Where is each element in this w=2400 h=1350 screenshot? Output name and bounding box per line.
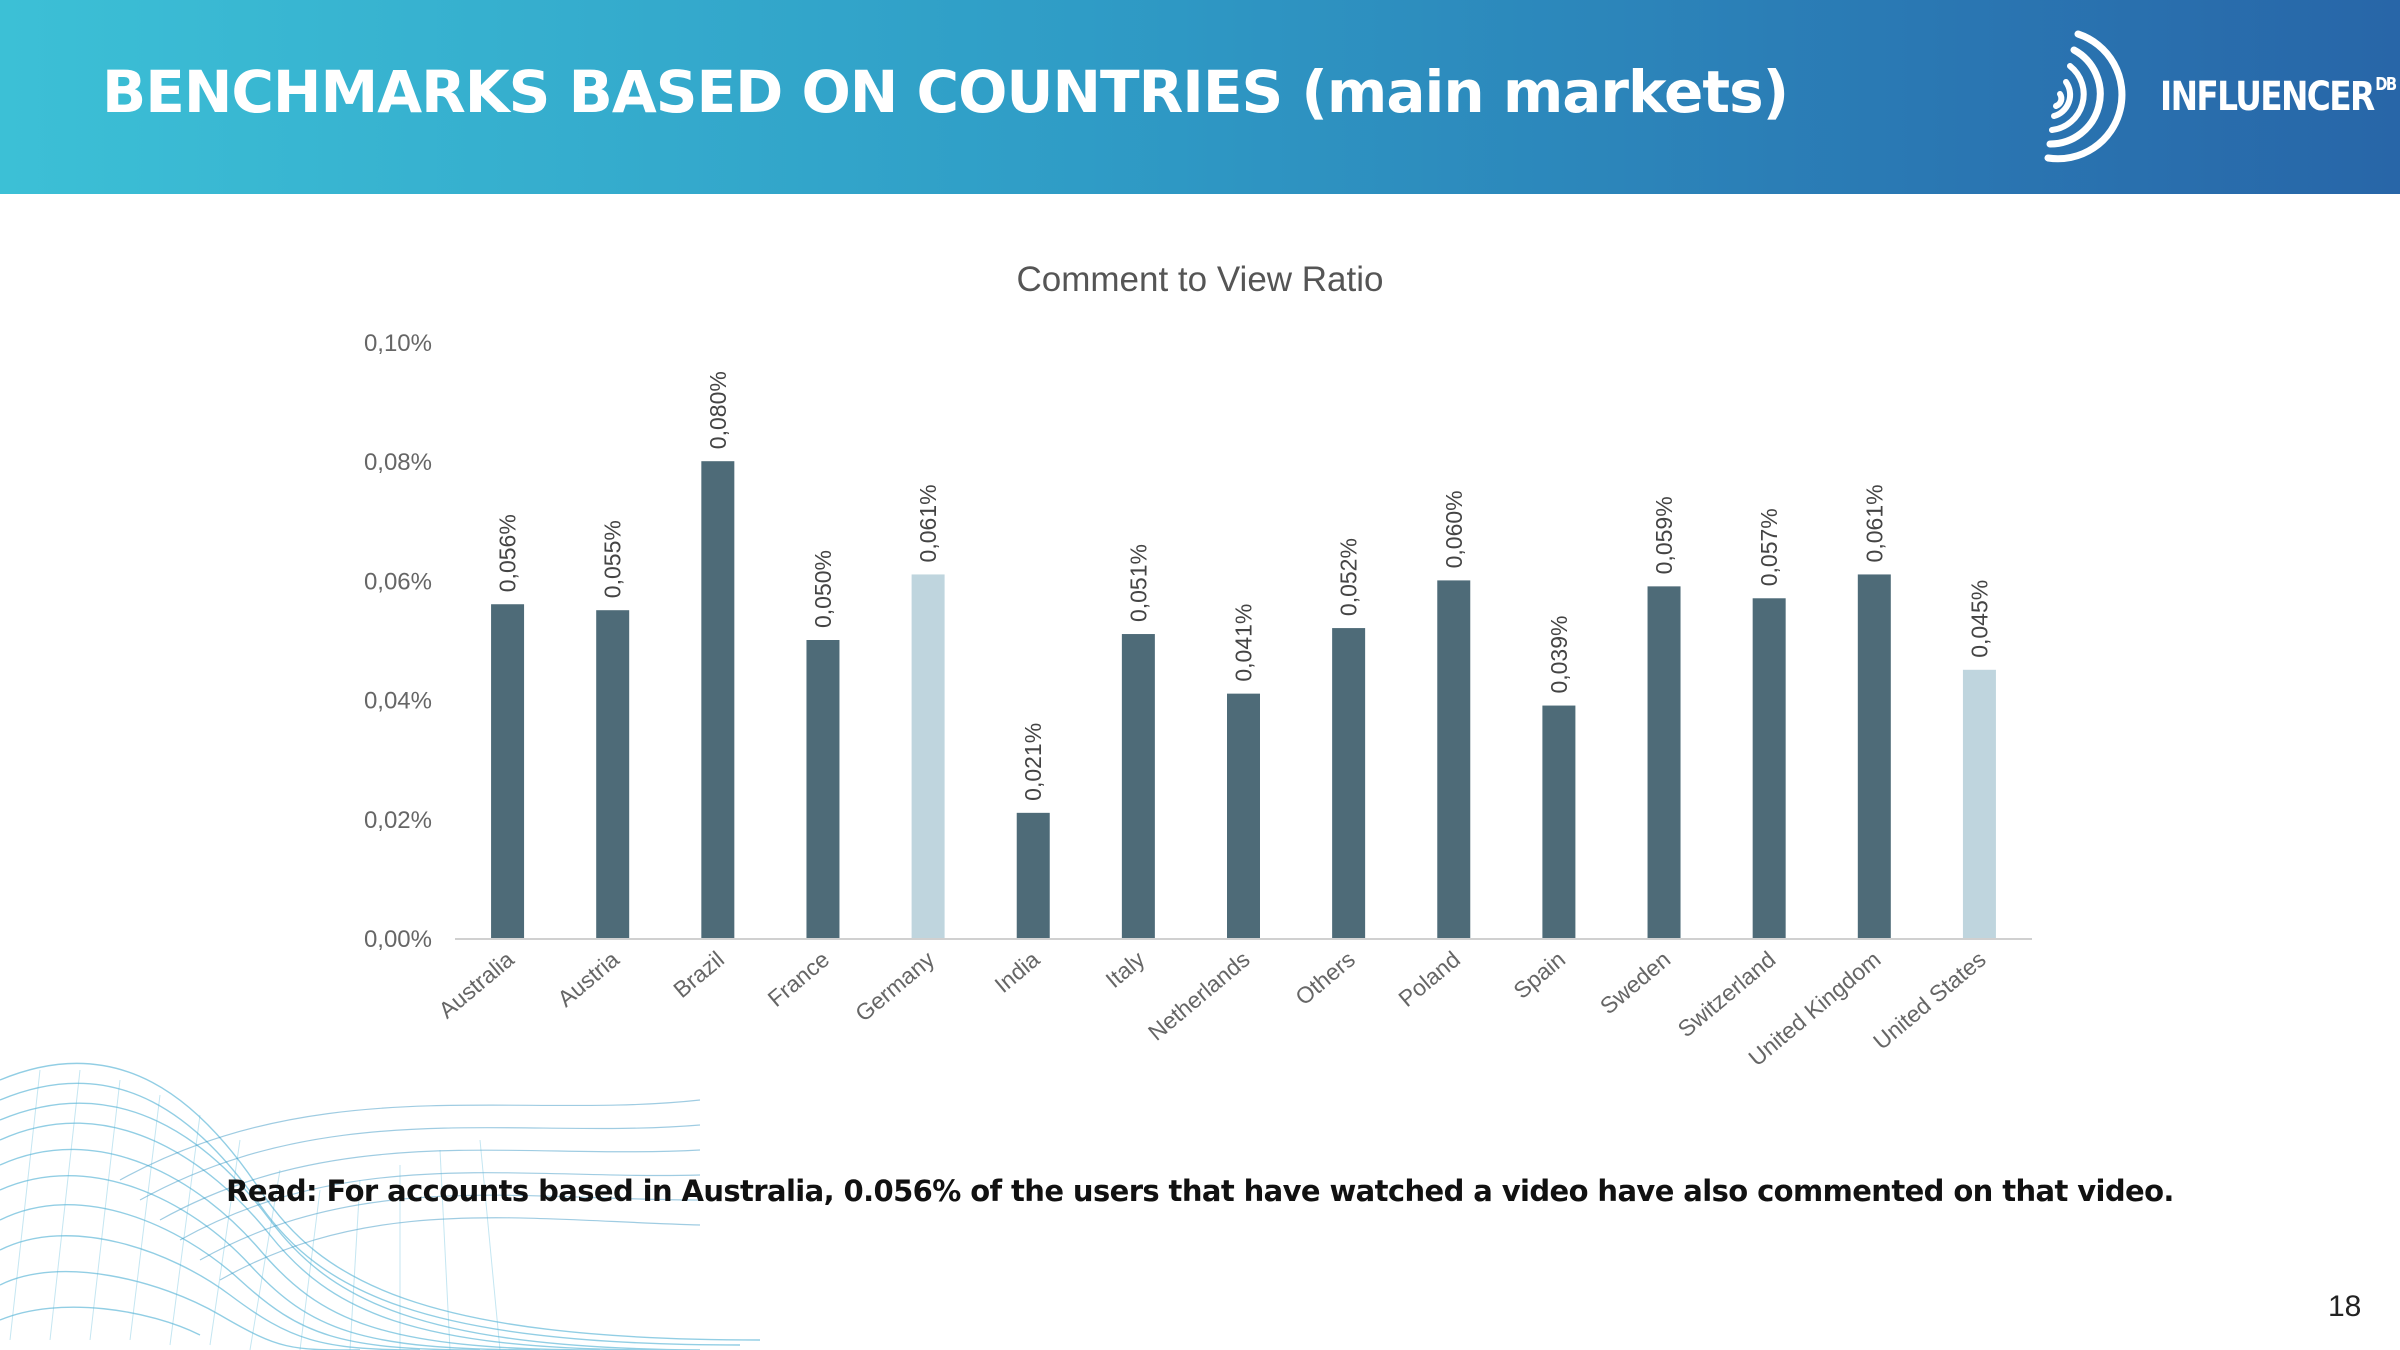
y-tick-label: 0,02% xyxy=(364,807,432,834)
bar-sweden xyxy=(1647,586,1681,938)
page-title: BENCHMARKS BASED ON COUNTRIES (main mark… xyxy=(102,58,1789,126)
bar-switzerland xyxy=(1752,598,1786,938)
concentric-arcs-icon xyxy=(2044,30,2126,163)
read-note: Read: For accounts based in Australia, 0… xyxy=(226,1174,2174,1208)
y-tick-label: 0,06% xyxy=(364,568,432,595)
data-label: 0,039% xyxy=(1546,616,1572,694)
y-tick-label: 0,00% xyxy=(364,926,432,953)
x-axis-labels: Australia Austria Brazil France Germany India… xyxy=(434,946,1991,1071)
x-tick-label: Sweden xyxy=(1595,946,1675,1019)
mesh-wave-decoration xyxy=(0,1062,760,1350)
bar-netherlands xyxy=(1227,693,1260,938)
logo-wordmark: INFLUENCERDB xyxy=(2160,74,2397,120)
data-label: 0,059% xyxy=(1651,496,1677,574)
data-label: 0,080% xyxy=(705,371,731,449)
bar-italy xyxy=(1121,634,1155,938)
x-tick-label: Switzerland xyxy=(1673,946,1781,1042)
x-tick-label: Netherlands xyxy=(1143,946,1255,1046)
bar-france xyxy=(806,640,840,938)
header-banner: BENCHMARKS BASED ON COUNTRIES (main mark… xyxy=(0,0,2400,194)
bars xyxy=(491,461,1996,938)
chart-title: Comment to View Ratio xyxy=(1016,260,1383,299)
bar-united-states xyxy=(1962,669,1996,938)
y-tick-label: 0,04% xyxy=(364,688,432,715)
bar-united-kingdom xyxy=(1857,574,1891,938)
page-number: 18 xyxy=(2328,1290,2362,1323)
data-label: 0,060% xyxy=(1441,490,1467,568)
x-tick-label: Italy xyxy=(1101,946,1150,993)
x-tick-label: India xyxy=(990,946,1045,998)
data-label: 0,061% xyxy=(1861,484,1887,562)
bar-brazil xyxy=(701,461,735,938)
bar-spain xyxy=(1542,705,1576,938)
x-tick-label: Poland xyxy=(1393,946,1465,1012)
data-label: 0,061% xyxy=(915,484,941,562)
y-tick-label: 0,08% xyxy=(364,449,432,476)
comment-to-view-ratio-chart: Comment to View Ratio 0,00%0,02%0,04%0,0… xyxy=(364,260,2032,1071)
data-labels: 0,056% 0,055% 0,080% 0,050% 0,061% 0,021% 0,05… xyxy=(495,371,1993,801)
bar-australia xyxy=(491,604,525,938)
data-label: 0,041% xyxy=(1231,604,1257,682)
bar-austria xyxy=(596,610,630,938)
data-label: 0,052% xyxy=(1336,538,1362,616)
bar-germany xyxy=(911,574,945,938)
y-axis: 0,00% 0,02% 0,04% 0,06% 0,08% 0,10% xyxy=(364,330,432,953)
x-tick-label: Germany xyxy=(850,946,940,1027)
x-tick-label: France xyxy=(763,946,835,1012)
influencerdb-logo: INFLUENCERDB xyxy=(2038,26,2397,170)
x-tick-label: Austria xyxy=(552,946,624,1012)
data-label: 0,056% xyxy=(495,514,521,592)
bar-poland xyxy=(1437,580,1471,938)
x-tick-label: Brazil xyxy=(668,946,729,1003)
x-tick-label: Australia xyxy=(434,946,519,1024)
bar-india xyxy=(1016,812,1050,938)
data-label: 0,055% xyxy=(600,520,626,598)
x-tick-label: Spain xyxy=(1508,946,1570,1004)
data-label: 0,051% xyxy=(1125,544,1151,622)
bar-others xyxy=(1332,628,1366,938)
y-tick-label: 0,10% xyxy=(364,330,432,357)
x-tick-label: United States xyxy=(1868,946,1990,1055)
data-label: 0,021% xyxy=(1020,723,1046,801)
x-tick-label: Others xyxy=(1290,946,1360,1010)
data-label: 0,050% xyxy=(810,550,836,628)
data-label: 0,057% xyxy=(1756,508,1782,586)
data-label: 0,045% xyxy=(1966,580,1992,658)
